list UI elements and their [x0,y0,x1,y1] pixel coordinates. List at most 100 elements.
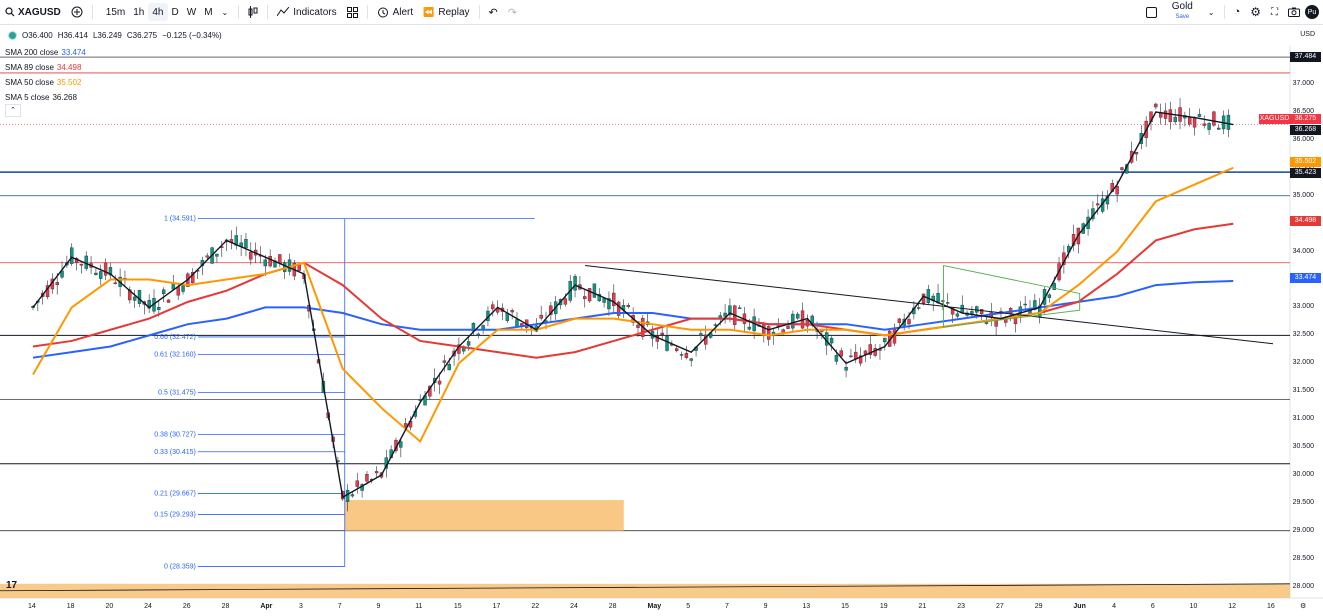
candle-body [79,264,84,266]
candle-body [263,259,268,267]
search-icon [5,7,15,17]
sma-legend-row[interactable]: SMA 5 close 36.268 [5,90,86,105]
sma-legend-row[interactable]: SMA 200 close 33.474 [5,45,86,60]
fib-level-label: 0.66 (32.472) [154,334,196,341]
candle-body [399,441,403,448]
candle-body [374,471,379,474]
candle-body [858,355,863,364]
price-tick-label: 28.000 [1292,582,1314,590]
indicators-button[interactable]: Indicators [272,0,341,24]
right-toolbar: Gold Save ⌄ ◔ ⚙ ⛶ Pu [1141,0,1323,24]
tradingview-logo[interactable]: 17 [6,580,18,591]
time-tick-label: 22 [531,603,540,610]
grid-icon [346,6,358,18]
candle-body [829,337,834,344]
quick-search-button[interactable]: ◔ [1229,0,1246,24]
candle-body [626,305,631,307]
candle-body [1115,185,1119,195]
time-tick-label: 16 [1267,603,1275,610]
low-value: L36.249 [92,31,122,40]
price-tick-label: 36.500 [1292,108,1314,115]
candle-body [636,324,640,328]
timeframe-W[interactable]: W [186,6,197,18]
layout-menu-button[interactable]: ⌄ [1203,0,1220,24]
candle-body [99,271,103,279]
candle-body [278,254,282,264]
timeframe-4h[interactable]: 4h [148,3,168,21]
time-tick-label: 7 [337,603,342,610]
timeframe-15m[interactable]: 15m [105,6,126,18]
timeframe-D[interactable]: D [171,6,179,18]
candle-body [728,305,732,316]
candle-body [766,326,771,340]
layout-toggle-button[interactable] [1141,0,1162,24]
time-tick-label: Apr [260,603,273,610]
chevron-down-icon: ⌄ [1207,7,1215,17]
time-tick-label: 20 [105,603,114,610]
candle-body [350,494,355,497]
price-tick-label: 32.000 [1292,359,1314,367]
time-tick-label: 14 [28,603,36,610]
candle-body [1188,116,1192,125]
time-tick-label: 4 [1112,603,1117,610]
price-tick-label: 29.500 [1292,498,1314,506]
candle-body [723,312,727,317]
time-tick-label: 23 [957,603,966,610]
chevron-down-icon[interactable]: ⌄ [221,7,229,17]
collapse-legend-button[interactable]: ⌃ [5,104,21,117]
price-tick-label: 30.500 [1292,443,1314,451]
candle-body [689,358,693,361]
time-tick-label: 28 [221,603,230,610]
sma-50-line [32,166,1234,444]
snapshot-button[interactable] [1283,0,1305,24]
currency-label[interactable]: USD [1300,31,1315,38]
sma-value: 35.502 [56,78,82,87]
time-tick-label: 12 [1228,603,1237,610]
candle-body [868,344,872,355]
redo-button[interactable]: ↷ [503,0,522,24]
candle-body [94,272,98,275]
gear-icon: ⚙ [1250,5,1261,19]
candle-body [839,350,843,357]
timeframe-1h[interactable]: 1h [133,6,145,18]
candle-body [491,304,495,310]
undo-button[interactable]: ↶ [484,0,503,24]
candle-body [616,301,621,316]
alert-button[interactable]: Alert [372,0,419,24]
price-tick-label: 33.000 [1292,303,1314,311]
divider [1223,5,1225,19]
price-tick-label: 32.500 [1292,331,1314,339]
layout-name-button[interactable]: Gold Save [1172,2,1193,22]
candle-body [849,355,853,358]
time-axis-settings-icon[interactable]: ⚙ [1300,603,1307,610]
sma-legend-row[interactable]: SMA 89 close 34.498 [5,60,86,75]
chart-type-button[interactable] [243,0,263,24]
layouts-button[interactable] [342,0,363,24]
triangle-pattern [943,265,1081,328]
candle-body [607,298,611,310]
replay-button[interactable]: ⏪ Replay [418,0,474,24]
price-tick-label: 35.500 [1292,163,1314,171]
candle-body [679,354,684,356]
candle-body [674,348,679,351]
sma-legend-row[interactable]: SMA 50 close 35.502 [5,75,86,90]
candle-body [1120,167,1124,170]
candle-body [447,363,451,371]
symbol-search[interactable]: XAGUSD [0,0,66,24]
replay-label: Replay [438,6,470,18]
candle-body [955,313,960,317]
sma-label: SMA 50 close [5,78,54,87]
settings-button[interactable]: ⚙ [1245,0,1266,24]
candle-body [946,302,950,304]
candle-body [1033,300,1037,310]
time-tick-label: 15 [453,603,462,610]
high-value: H36.414 [57,31,88,40]
compare-button[interactable] [66,0,88,24]
fullscreen-button[interactable]: ⛶ [1266,0,1283,24]
candle-body [612,292,616,306]
avatar[interactable]: Pu [1305,5,1319,19]
candle-body [979,309,984,315]
candle-body [684,352,689,358]
timeframe-M[interactable]: M [204,6,213,18]
